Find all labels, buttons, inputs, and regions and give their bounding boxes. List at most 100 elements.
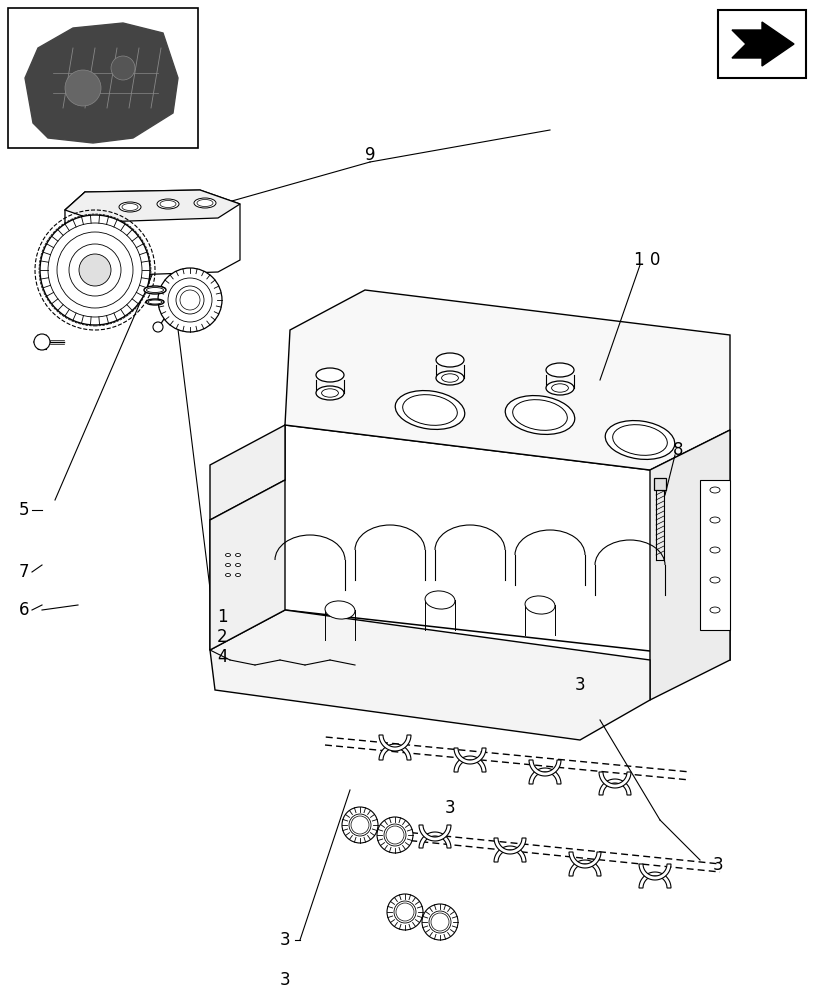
Polygon shape: [732, 22, 794, 66]
Ellipse shape: [710, 547, 720, 553]
Circle shape: [342, 807, 378, 843]
Ellipse shape: [194, 198, 216, 208]
Polygon shape: [65, 190, 240, 222]
Ellipse shape: [147, 288, 163, 292]
Polygon shape: [529, 760, 561, 776]
Ellipse shape: [436, 353, 464, 367]
Ellipse shape: [512, 400, 567, 430]
Circle shape: [384, 824, 406, 846]
Ellipse shape: [605, 421, 675, 459]
Ellipse shape: [225, 574, 230, 576]
Polygon shape: [25, 23, 178, 143]
Ellipse shape: [236, 574, 241, 576]
Circle shape: [48, 223, 142, 317]
Ellipse shape: [505, 396, 574, 434]
Circle shape: [111, 56, 135, 80]
Polygon shape: [210, 425, 285, 520]
Text: 4: 4: [217, 648, 227, 666]
Ellipse shape: [425, 591, 455, 609]
Ellipse shape: [613, 425, 667, 455]
Ellipse shape: [119, 202, 141, 212]
Circle shape: [65, 70, 101, 106]
Text: 5: 5: [19, 501, 29, 519]
Circle shape: [34, 334, 50, 350]
Circle shape: [431, 913, 449, 931]
Polygon shape: [639, 872, 671, 888]
Circle shape: [422, 904, 458, 940]
Ellipse shape: [552, 384, 569, 392]
Polygon shape: [599, 779, 631, 795]
Circle shape: [79, 254, 111, 286]
Polygon shape: [454, 748, 486, 764]
Polygon shape: [379, 744, 411, 760]
Polygon shape: [454, 756, 486, 772]
Circle shape: [386, 826, 404, 844]
Text: 6: 6: [19, 601, 29, 619]
Ellipse shape: [710, 607, 720, 613]
Circle shape: [429, 911, 451, 933]
Text: 1 0: 1 0: [634, 251, 660, 269]
Ellipse shape: [436, 371, 464, 385]
Ellipse shape: [322, 389, 339, 397]
Ellipse shape: [710, 487, 720, 493]
Circle shape: [349, 814, 371, 836]
Circle shape: [57, 232, 133, 308]
Polygon shape: [210, 610, 650, 740]
Text: 9: 9: [365, 146, 375, 164]
Ellipse shape: [316, 368, 344, 382]
Ellipse shape: [225, 554, 230, 556]
Polygon shape: [599, 772, 631, 788]
Ellipse shape: [122, 204, 138, 211]
Ellipse shape: [148, 300, 162, 304]
Ellipse shape: [525, 596, 555, 614]
Ellipse shape: [316, 386, 344, 400]
Ellipse shape: [710, 577, 720, 583]
Ellipse shape: [710, 517, 720, 523]
Text: 1: 1: [217, 608, 228, 626]
Polygon shape: [639, 864, 671, 880]
Polygon shape: [569, 852, 601, 868]
Ellipse shape: [146, 299, 164, 305]
Polygon shape: [494, 846, 526, 862]
Circle shape: [69, 244, 121, 296]
Ellipse shape: [225, 564, 230, 566]
Ellipse shape: [236, 564, 241, 566]
Polygon shape: [419, 825, 451, 841]
Circle shape: [387, 894, 423, 930]
Text: 3: 3: [712, 856, 723, 874]
Polygon shape: [210, 480, 285, 650]
Bar: [700, 480, 730, 630]
Polygon shape: [379, 735, 411, 751]
Polygon shape: [529, 768, 561, 784]
Circle shape: [351, 816, 369, 834]
Circle shape: [158, 268, 222, 332]
Bar: [718, 10, 806, 78]
Ellipse shape: [402, 395, 457, 425]
Text: 2: 2: [217, 628, 228, 646]
Circle shape: [153, 322, 163, 332]
Ellipse shape: [157, 199, 179, 209]
Ellipse shape: [546, 381, 574, 395]
Circle shape: [40, 215, 150, 325]
Polygon shape: [65, 190, 240, 276]
Text: 3: 3: [280, 931, 290, 949]
Ellipse shape: [160, 200, 176, 208]
Circle shape: [168, 278, 212, 322]
Ellipse shape: [325, 601, 355, 619]
Circle shape: [394, 901, 416, 923]
Polygon shape: [654, 478, 666, 490]
Ellipse shape: [180, 290, 200, 310]
Text: 3: 3: [280, 971, 290, 989]
Polygon shape: [285, 290, 730, 470]
Polygon shape: [494, 838, 526, 854]
Ellipse shape: [395, 391, 465, 429]
Ellipse shape: [197, 200, 213, 207]
Text: 3: 3: [574, 676, 585, 694]
Text: 7: 7: [19, 563, 29, 581]
Bar: [8, 8, 198, 148]
Polygon shape: [419, 832, 451, 848]
Polygon shape: [650, 430, 730, 700]
Circle shape: [176, 286, 204, 314]
Circle shape: [377, 817, 413, 853]
Polygon shape: [569, 860, 601, 876]
